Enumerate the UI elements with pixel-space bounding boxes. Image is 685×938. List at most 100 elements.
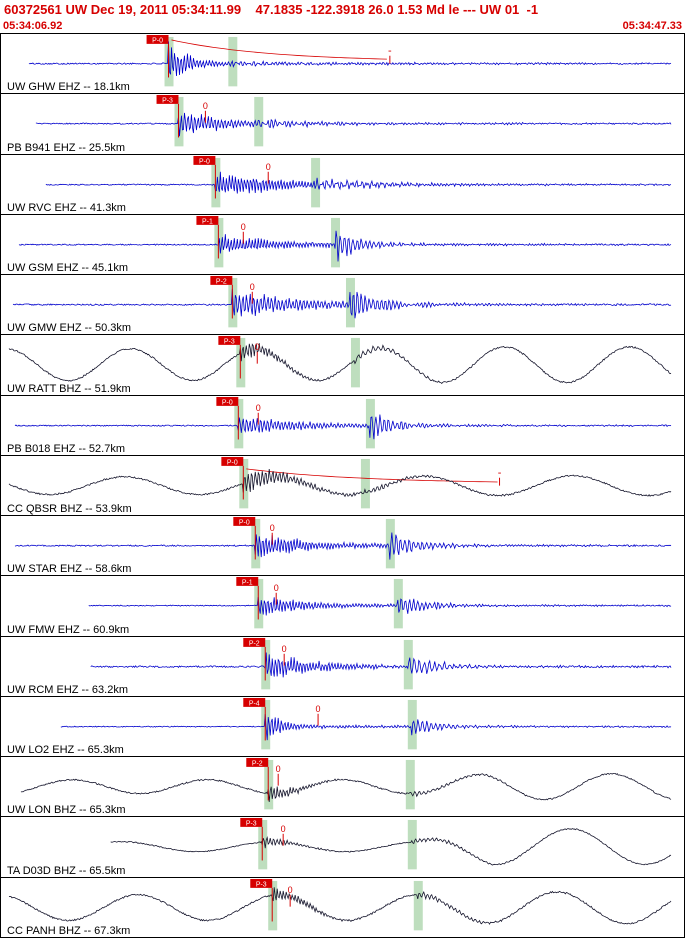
- p-pick-label: P-4: [249, 700, 260, 707]
- station-label: UW RATT BHZ -- 51.9km: [7, 382, 131, 395]
- waveform-trace[interactable]: [18, 230, 672, 262]
- zero-weight-mark[interactable]: 0: [316, 704, 321, 714]
- p-pick-flag[interactable]: [156, 95, 179, 105]
- waveform-trace[interactable]: [90, 652, 672, 677]
- p-pick-flag[interactable]: [146, 34, 169, 44]
- p-pick-flag[interactable]: [233, 517, 256, 527]
- p-pick-flag[interactable]: [236, 577, 259, 587]
- zero-weight-mark[interactable]: 0: [274, 583, 279, 593]
- seismogram-plot[interactable]: P-2 0: [1, 757, 684, 816]
- trace-row[interactable]: P-0 0 UW RVC EHZ -- 41.3km: [1, 155, 684, 215]
- p-pick-flag[interactable]: [210, 276, 233, 285]
- trace-row[interactable]: P-3 0 TA D03D BHZ -- 65.5km: [1, 817, 684, 878]
- zero-weight-mark[interactable]: 0: [288, 885, 293, 895]
- p-pick-label: P-0: [222, 399, 233, 406]
- trace-row[interactable]: P-2 0 UW RCM EHZ -- 63.2km: [1, 637, 684, 697]
- station-label: CC PANH BHZ -- 67.3km: [7, 924, 131, 937]
- trace-row[interactable]: P-2 0 UW LON BHZ -- 65.3km: [1, 757, 684, 818]
- station-label: CC QBSR BHZ -- 53.9km: [7, 503, 132, 516]
- arrival-window-band: [405, 760, 415, 810]
- seismogram-plot[interactable]: P-3 0: [1, 817, 684, 876]
- seismogram-plot[interactable]: P-3 0: [1, 335, 684, 394]
- zero-weight-mark[interactable]: 0: [276, 764, 281, 774]
- trace-area[interactable]: P-0 - UW GHW EHZ -- 18.1km P-3 0 PB B941 EHZ …: [0, 33, 685, 938]
- seismogram-plot[interactable]: P-0 0: [1, 396, 684, 455]
- p-pick-flag[interactable]: [193, 155, 216, 165]
- waveform-trace[interactable]: [35, 113, 672, 137]
- zero-weight-mark[interactable]: 0: [241, 222, 246, 232]
- waveform-trace[interactable]: [110, 828, 672, 866]
- p-pick-flag[interactable]: [196, 215, 219, 225]
- station-label: TA D03D BHZ -- 65.5km: [7, 864, 126, 877]
- station-label: UW GSM EHZ -- 45.1km: [7, 262, 129, 275]
- seismogram-plot[interactable]: P-4 0: [1, 697, 684, 756]
- zero-weight-mark[interactable]: 0: [255, 342, 260, 352]
- trace-row[interactable]: P-3 0 UW RATT BHZ -- 51.9km: [1, 335, 684, 396]
- trace-row[interactable]: P-1 0 UW GSM EHZ -- 45.1km: [1, 215, 684, 276]
- seismogram-plot[interactable]: P-0 -: [1, 34, 684, 93]
- arrival-window-band: [311, 157, 321, 207]
- arrival-window-band: [360, 458, 370, 509]
- zero-weight-mark[interactable]: 0: [203, 101, 208, 111]
- waveform-trace[interactable]: [14, 414, 672, 439]
- p-pick-flag[interactable]: [243, 697, 266, 707]
- waveform-trace[interactable]: [14, 532, 672, 560]
- arrival-window-band: [254, 97, 264, 147]
- p-pick-label: P-2: [252, 761, 263, 768]
- seismogram-plot[interactable]: P-3 0: [1, 94, 684, 153]
- p-pick-label: P-0: [152, 37, 163, 44]
- zero-weight-mark[interactable]: 0: [250, 282, 255, 292]
- zero-weight-mark[interactable]: 0: [270, 523, 275, 533]
- trace-row[interactable]: P-0 - UW GHW EHZ -- 18.1km: [1, 34, 684, 95]
- trace-row[interactable]: P-1 0 UW FMW EHZ -- 60.9km: [1, 576, 684, 637]
- waveform-trace[interactable]: [8, 886, 672, 925]
- waveform-trace[interactable]: [8, 343, 672, 385]
- p-pick-flag[interactable]: [218, 336, 241, 346]
- zero-weight-mark[interactable]: 0: [266, 161, 271, 171]
- p-pick-flag[interactable]: [240, 818, 263, 828]
- p-pick-flag[interactable]: [221, 456, 244, 466]
- trace-row[interactable]: P-3 0 CC PANH BHZ -- 67.3km: [1, 878, 684, 937]
- trace-row[interactable]: P-0 - CC QBSR BHZ -- 53.9km: [1, 456, 684, 517]
- time-window-bar: 05:34:06.92 05:34:47.33: [0, 18, 685, 33]
- trace-row[interactable]: P-0 0 PB B018 EHZ -- 52.7km: [1, 396, 684, 456]
- seismogram-plot[interactable]: P-1 0: [1, 215, 684, 274]
- p-pick-flag[interactable]: [243, 637, 266, 647]
- trace-row[interactable]: P-0 0 UW STAR EHZ -- 58.6km: [1, 516, 684, 577]
- p-pick-label: P-0: [199, 158, 210, 165]
- waveform-trace[interactable]: [88, 597, 672, 616]
- zero-weight-mark[interactable]: 0: [256, 402, 261, 412]
- station-label: UW STAR EHZ -- 58.6km: [7, 563, 132, 576]
- waveform-trace[interactable]: [28, 41, 672, 77]
- arrival-window-band: [268, 880, 278, 931]
- zero-weight-mark[interactable]: 0: [281, 824, 286, 834]
- trace-row[interactable]: P-2 0 UW GMW EHZ -- 50.3km: [1, 275, 684, 336]
- seismogram-plot[interactable]: P-1 0: [1, 576, 684, 635]
- p-pick-flag[interactable]: [216, 396, 239, 406]
- waveform-trace[interactable]: [12, 288, 672, 319]
- waveform-trace[interactable]: [20, 773, 672, 803]
- waveform-trace[interactable]: [60, 713, 672, 741]
- event-summary-text: 60372561 UW Dec 19, 2011 05:34:11.99 47.…: [4, 1, 539, 17]
- coda-end-mark[interactable]: -: [498, 467, 502, 479]
- seismogram-plot[interactable]: P-3 0: [1, 878, 684, 937]
- waveform-trace[interactable]: [8, 468, 672, 498]
- seismogram-plot[interactable]: P-0 0: [1, 155, 684, 214]
- zero-weight-mark[interactable]: 0: [282, 644, 287, 654]
- arrival-window-band: [407, 820, 417, 870]
- seismogram-plot[interactable]: P-2 0: [1, 637, 684, 696]
- trace-row[interactable]: P-3 0 PB B941 EHZ -- 25.5km: [1, 94, 684, 155]
- waveform-trace[interactable]: [45, 171, 672, 194]
- coda-decay-curve: [246, 468, 498, 483]
- seismogram-plot[interactable]: P-2 0: [1, 275, 684, 334]
- p-pick-flag[interactable]: [246, 758, 269, 768]
- p-pick-flag[interactable]: [250, 878, 273, 888]
- arrival-window-band: [413, 880, 423, 931]
- seismogram-plot[interactable]: P-0 -: [1, 456, 684, 515]
- p-pick-label: P-1: [242, 580, 253, 587]
- seismogram-plot[interactable]: P-0 0: [1, 516, 684, 575]
- p-pick-label: P-3: [224, 339, 235, 346]
- coda-end-mark[interactable]: -: [388, 45, 392, 57]
- trace-row[interactable]: P-4 0 UW LO2 EHZ -- 65.3km: [1, 697, 684, 758]
- station-label: UW LO2 EHZ -- 65.3km: [7, 744, 124, 757]
